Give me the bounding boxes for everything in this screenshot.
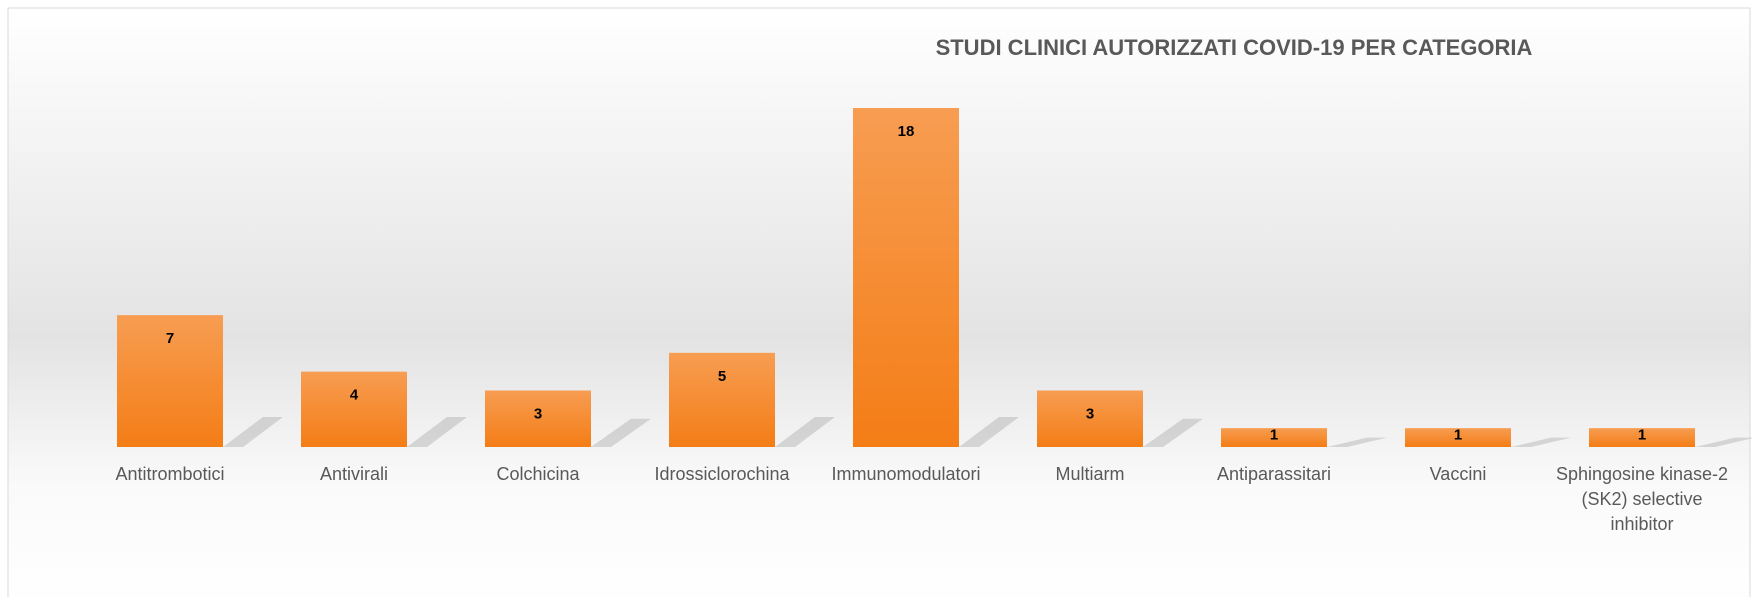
data-label: 18	[898, 123, 915, 140]
bar-shadow	[407, 417, 467, 447]
data-label: 4	[350, 387, 359, 404]
x-tick-label: Sphingosine kinase-2 (SK2) selective inh…	[1555, 464, 1729, 534]
bar	[117, 315, 223, 447]
bar-shadow	[1695, 437, 1752, 447]
bar-shadow	[1511, 437, 1571, 447]
bar-shadow	[959, 417, 1019, 447]
bar	[1405, 428, 1511, 447]
data-label: 1	[1270, 427, 1278, 444]
bar-shadow	[591, 418, 651, 447]
bar-shadow	[775, 417, 835, 447]
bar	[1037, 390, 1143, 447]
bar	[485, 390, 591, 447]
x-tick-label: Antiparassitari	[1216, 464, 1332, 484]
data-label: 3	[534, 405, 542, 422]
x-tick-label: Vaccini	[1429, 464, 1487, 484]
x-tick-label: Colchicina	[496, 464, 580, 484]
data-label: 3	[1086, 405, 1094, 422]
x-tick-label: Idrossiclorochina	[654, 464, 790, 484]
bar-shadow	[1143, 418, 1203, 447]
x-tick-label: Multiarm	[1055, 464, 1125, 484]
chart-title: STUDI CLINICI AUTORIZZATI COVID-19 PER C…	[936, 35, 1533, 60]
bar	[853, 108, 959, 447]
data-label: 1	[1454, 427, 1462, 444]
bar	[669, 352, 775, 447]
bar	[1589, 428, 1695, 447]
bar-shadow	[223, 417, 283, 447]
data-label: 7	[166, 330, 174, 347]
data-label: 5	[718, 368, 726, 385]
x-tick-label: Immunomodulatori	[831, 464, 981, 484]
bar	[1221, 428, 1327, 447]
x-tick-label: Antivirali	[319, 464, 389, 484]
x-tick-label: Antitrombotici	[115, 464, 225, 484]
data-label: 1	[1638, 427, 1646, 444]
bar	[301, 371, 407, 447]
bar-shadow	[1327, 437, 1387, 447]
